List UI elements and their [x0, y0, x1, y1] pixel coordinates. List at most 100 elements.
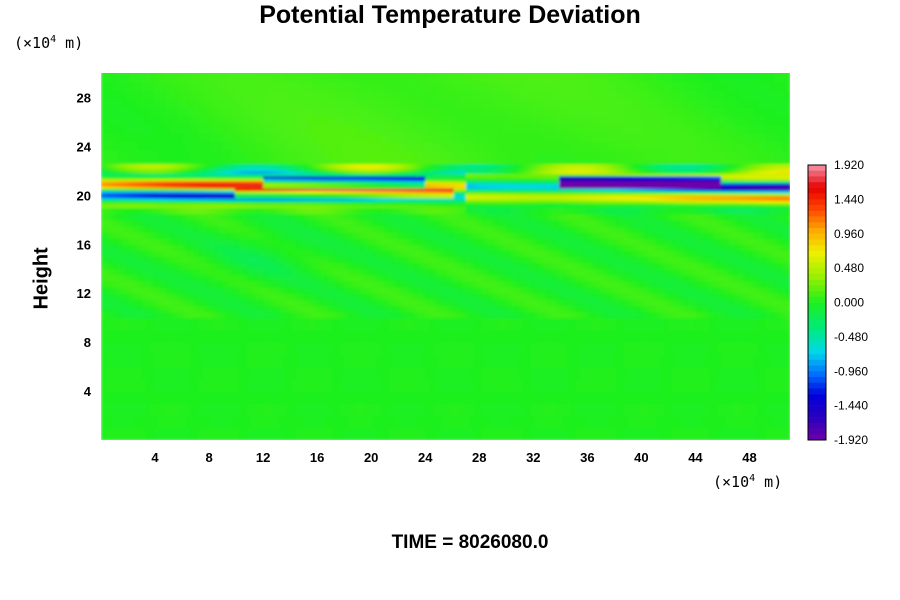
heatmap-cell	[591, 274, 597, 282]
heatmap-cell	[773, 342, 779, 355]
heatmap-cell	[210, 262, 216, 270]
heatmap-cell	[376, 366, 382, 380]
heatmap-cell	[526, 287, 532, 294]
heatmap-cell	[327, 225, 333, 233]
heatmap-cell	[311, 366, 317, 380]
heatmap-cell	[291, 225, 297, 233]
heatmap-cell	[319, 329, 325, 343]
heatmap-cell	[384, 207, 390, 215]
heatmap-cell	[676, 287, 682, 294]
heatmap-cell	[534, 299, 540, 307]
heatmap-cell	[575, 244, 580, 251]
heatmap-cell	[332, 299, 337, 307]
heatmap-cell	[583, 391, 588, 404]
heatmap-cell	[554, 256, 560, 264]
heatmap-cell	[275, 256, 280, 264]
heatmap-cell	[571, 205, 576, 209]
heatmap-cell	[518, 305, 524, 313]
heatmap-cell	[591, 232, 597, 239]
heatmap-cell	[769, 213, 775, 221]
heatmap-cell	[550, 244, 556, 251]
heatmap-cell	[169, 415, 175, 429]
heatmap-cell	[295, 207, 301, 215]
heatmap-cell	[315, 232, 321, 239]
heatmap-cell	[109, 287, 114, 294]
heatmap-cell	[303, 305, 309, 313]
heatmap-cell	[263, 378, 268, 392]
heatmap-cell	[332, 342, 337, 355]
heatmap-cell	[149, 299, 155, 307]
heatmap-cell	[607, 287, 613, 294]
heatmap-cell	[502, 205, 507, 209]
heatmap-cell	[725, 205, 730, 209]
heatmap-cell	[291, 202, 297, 206]
heatmap-cell	[327, 250, 333, 258]
heatmap-cell	[267, 262, 272, 270]
heatmap-cell	[546, 207, 552, 215]
heatmap-cell	[563, 391, 568, 404]
heatmap-cell	[210, 244, 216, 251]
heatmap-cell	[769, 378, 775, 392]
heatmap-cell	[599, 317, 605, 331]
heatmap-cell	[291, 205, 297, 209]
heatmap-cell	[635, 415, 641, 429]
heatmap-cell	[364, 250, 370, 258]
heatmap-cell	[660, 378, 665, 392]
heatmap-cell	[473, 354, 479, 368]
heatmap-cell	[514, 207, 520, 215]
heatmap-cell	[457, 250, 463, 258]
heatmap-cell	[230, 280, 236, 288]
heatmap-cell	[700, 378, 706, 392]
heatmap-cell	[133, 274, 139, 282]
heatmap-cell	[340, 202, 345, 206]
heatmap-cell	[417, 391, 422, 404]
heatmap-cell	[498, 378, 503, 392]
heatmap-cell	[303, 280, 309, 288]
heatmap-cell	[534, 232, 540, 239]
heatmap-cell	[611, 311, 617, 319]
heatmap-cell	[465, 391, 471, 404]
heatmap-cell	[704, 354, 710, 368]
heatmap-cell	[311, 256, 317, 264]
heatmap-cell	[332, 268, 337, 276]
heatmap-cell	[534, 329, 540, 343]
heatmap-cell	[680, 287, 686, 294]
heatmap-cell	[490, 256, 495, 264]
heatmap-cell	[222, 219, 228, 227]
heatmap-cell	[534, 213, 540, 221]
heatmap-cell	[777, 213, 783, 221]
heatmap-cell	[364, 329, 370, 343]
heatmap-cell	[267, 213, 272, 221]
heatmap-cell	[498, 391, 503, 404]
heatmap-cell	[781, 311, 787, 319]
heatmap-cell	[295, 225, 301, 233]
heatmap-cell	[344, 244, 349, 251]
heatmap-cell	[275, 305, 280, 313]
heatmap-cell	[129, 202, 135, 206]
heatmap-cell	[250, 287, 256, 294]
heatmap-cell	[542, 238, 548, 245]
heatmap-cell	[538, 293, 544, 300]
heatmap-cell	[105, 219, 110, 227]
heatmap-cell	[230, 305, 236, 313]
heatmap-cell	[563, 287, 568, 294]
heatmap-cell	[615, 391, 621, 404]
heatmap-cell	[214, 342, 220, 355]
heatmap-cell	[704, 342, 710, 355]
heatmap-cell	[721, 311, 726, 319]
heatmap-cell	[486, 205, 491, 209]
heatmap-cell	[684, 378, 690, 392]
heatmap-cell	[384, 299, 390, 307]
heatmap-cell	[283, 342, 289, 355]
heatmap-cell	[753, 250, 759, 258]
heatmap-cell	[550, 207, 556, 215]
heatmap-cell	[785, 274, 790, 282]
heatmap-cell	[291, 354, 297, 368]
heatmap-cell	[169, 391, 175, 404]
heatmap-cell	[145, 232, 151, 239]
heatmap-cell	[514, 415, 520, 429]
heatmap-cell	[781, 244, 787, 251]
heatmap-cell	[668, 354, 674, 368]
heatmap-cell	[356, 238, 361, 245]
heatmap-cell	[587, 378, 592, 392]
